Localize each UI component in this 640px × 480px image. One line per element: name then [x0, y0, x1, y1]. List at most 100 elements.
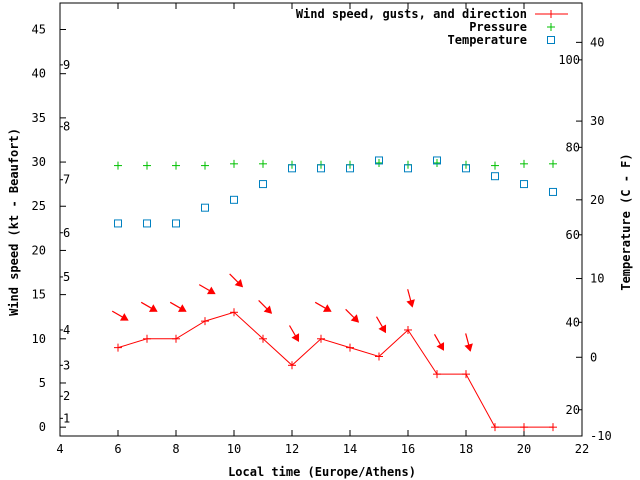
x-tick-label-18: 18: [459, 442, 473, 456]
wind-point-4: [230, 308, 238, 317]
y-right-tick-label-0: 0: [590, 350, 597, 364]
fahrenheit-label-80: 80: [566, 140, 580, 154]
wind-arrow-7: [314, 301, 332, 312]
beaufort-label-6: 6: [63, 226, 70, 240]
fahrenheit-label-40: 40: [566, 315, 580, 329]
beaufort-label-8: 8: [63, 120, 70, 134]
wind-arrow-0: [111, 310, 129, 321]
y-left-tick-label-20: 20: [32, 243, 46, 257]
legend-label-temperature: Temperature: [448, 33, 527, 47]
pressure-point-4: [230, 159, 238, 168]
wind-arrow-head-8: [350, 314, 360, 323]
temperature-point-12: [462, 164, 470, 173]
x-tick-label-14: 14: [343, 442, 357, 456]
legend-label-wind: Wind speed, gusts, and direction: [296, 7, 527, 21]
fahrenheit-label-20: 20: [566, 403, 580, 417]
temperature-point-15: [549, 187, 557, 196]
legend-label-pressure: Pressure: [469, 20, 527, 34]
y-left-tick-label-35: 35: [32, 111, 46, 125]
x-tick-label-10: 10: [227, 442, 241, 456]
beaufort-label-9: 9: [63, 58, 70, 72]
y-axis-left-label: Wind speed (kt - Beaufort): [7, 128, 21, 316]
pressure-point-14: [520, 159, 528, 168]
y-right-tick-label--10: -10: [590, 429, 612, 443]
temperature-point-13: [491, 172, 499, 181]
pressure-point-0: [114, 161, 122, 170]
wind-point-3: [201, 317, 209, 326]
y-right-tick-label-30: 30: [590, 114, 604, 128]
legend-sample-pressure: [547, 23, 555, 31]
axes-layer: 4 6 8 10 12 14 16 18 20 2205101520253035404512345…: [32, 2, 612, 456]
wind-arrow-head-10: [406, 299, 415, 308]
wind-arrow-11: [433, 334, 445, 351]
y-right-tick-label-20: 20: [590, 193, 604, 207]
wind-point-6: [288, 361, 296, 370]
legend-sample-temperature: [547, 36, 555, 44]
wind-arrow-6: [288, 325, 300, 342]
y-left-tick-label-30: 30: [32, 155, 46, 169]
beaufort-label-4: 4: [63, 323, 70, 337]
wind-arrow-12: [464, 333, 473, 352]
wind-arrow-head-3: [206, 286, 216, 295]
pressure-point-2: [172, 161, 180, 170]
wind-arrow-head-6: [291, 333, 300, 342]
temperature-point-14: [520, 180, 528, 189]
wind-point-9: [375, 352, 383, 361]
pressure-point-13: [491, 161, 499, 170]
y-left-tick-label-25: 25: [32, 199, 46, 213]
beaufort-label-3: 3: [63, 358, 70, 372]
wind-arrow-5: [258, 300, 273, 314]
wind-arrow-9: [375, 316, 387, 334]
y-left-tick-label-40: 40: [32, 67, 46, 81]
temperature-point-3: [201, 203, 209, 212]
temperature-point-1: [143, 219, 151, 228]
pressure-point-15: [549, 159, 557, 168]
wind-speed-line: [117, 311, 553, 428]
wind-arrow-head-1: [148, 304, 158, 312]
wind-point-14: [520, 423, 528, 432]
pressure-point-5: [259, 159, 267, 168]
temperature-point-8: [346, 164, 354, 173]
wind-arrow-head-0: [119, 313, 129, 321]
beaufort-label-2: 2: [63, 389, 70, 403]
pressure-point-3: [201, 161, 209, 170]
wind-arrow-head-2: [177, 304, 187, 312]
temperature-point-2: [172, 219, 180, 228]
temperature-point-0: [114, 219, 122, 228]
wind-point-7: [317, 334, 325, 343]
x-tick-label-22: 22: [575, 442, 589, 456]
y-left-tick-label-15: 15: [32, 288, 46, 302]
wind-arrow-2: [169, 301, 187, 312]
wind-arrow-head-11: [436, 342, 445, 351]
wind-point-8: [346, 343, 354, 352]
wind-arrow-head-12: [464, 343, 473, 352]
legend: Wind speed, gusts, and direction Pressur…: [296, 7, 527, 47]
wind-arrow-4: [229, 273, 244, 288]
wind-arrow-head-4: [234, 278, 244, 288]
y-left-tick-label-10: 10: [32, 332, 46, 346]
temperature-point-7: [317, 164, 325, 173]
pressure-point-1: [143, 161, 151, 170]
wind-point-15: [549, 423, 557, 432]
temperature-point-6: [288, 164, 296, 173]
x-tick-label-12: 12: [285, 442, 299, 456]
wind-point-13: [491, 423, 499, 432]
wind-point-10: [404, 325, 412, 334]
wind-arrow-8: [345, 308, 360, 323]
wind-arrow-head-5: [263, 305, 273, 314]
beaufort-label-1: 1: [63, 411, 70, 425]
y-left-tick-label-45: 45: [32, 23, 46, 37]
wind-point-0: [114, 343, 122, 352]
y-right-tick-label-10: 10: [590, 272, 604, 286]
wind-point-1: [143, 334, 151, 343]
wind-arrow-head-7: [322, 304, 332, 312]
wind-arrow-head-9: [378, 324, 387, 334]
fahrenheit-label-60: 60: [566, 228, 580, 242]
x-tick-label-4: 4: [56, 442, 63, 456]
x-tick-label-20: 20: [517, 442, 531, 456]
pressure-point-11: [433, 158, 441, 167]
temperature-point-9: [375, 156, 383, 165]
wind-point-5: [259, 334, 267, 343]
x-tick-label-16: 16: [401, 442, 415, 456]
